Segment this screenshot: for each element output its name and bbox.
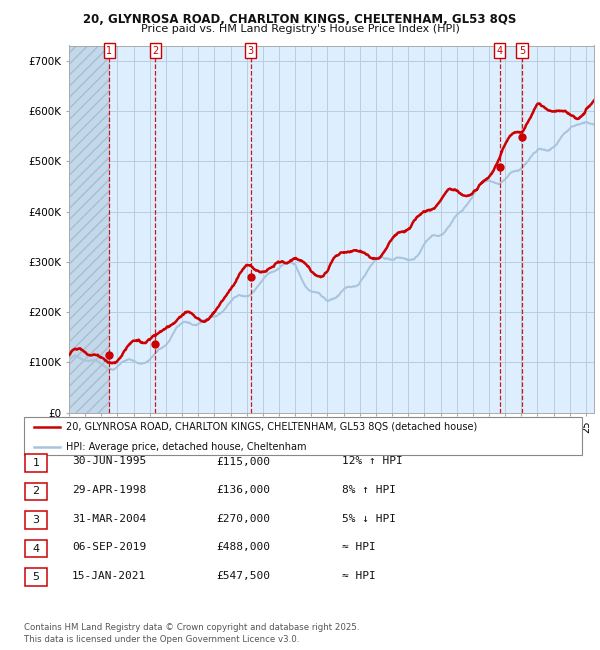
Text: 5: 5 <box>519 46 525 55</box>
Text: ≈ HPI: ≈ HPI <box>342 571 376 581</box>
Text: 2: 2 <box>152 46 158 55</box>
Text: £488,000: £488,000 <box>216 542 270 552</box>
Text: 1: 1 <box>32 458 40 468</box>
Text: Price paid vs. HM Land Registry's House Price Index (HPI): Price paid vs. HM Land Registry's House … <box>140 24 460 34</box>
FancyBboxPatch shape <box>25 568 47 586</box>
Text: 1: 1 <box>106 46 112 55</box>
FancyBboxPatch shape <box>24 417 582 455</box>
FancyBboxPatch shape <box>25 482 47 500</box>
Text: 5: 5 <box>32 572 40 582</box>
Text: 8% ↑ HPI: 8% ↑ HPI <box>342 485 396 495</box>
Text: 15-JAN-2021: 15-JAN-2021 <box>72 571 146 581</box>
Text: ≈ HPI: ≈ HPI <box>342 542 376 552</box>
Text: 06-SEP-2019: 06-SEP-2019 <box>72 542 146 552</box>
Text: 4: 4 <box>497 46 503 55</box>
Text: 4: 4 <box>32 543 40 554</box>
Bar <box>69 46 109 413</box>
Text: 5% ↓ HPI: 5% ↓ HPI <box>342 514 396 524</box>
Text: 31-MAR-2004: 31-MAR-2004 <box>72 514 146 524</box>
Text: HPI: Average price, detached house, Cheltenham: HPI: Average price, detached house, Chel… <box>66 442 307 452</box>
Text: 30-JUN-1995: 30-JUN-1995 <box>72 456 146 467</box>
FancyBboxPatch shape <box>25 511 47 529</box>
Text: 3: 3 <box>32 515 40 525</box>
Text: £270,000: £270,000 <box>216 514 270 524</box>
Text: 3: 3 <box>248 46 254 55</box>
Text: £115,000: £115,000 <box>216 456 270 467</box>
FancyBboxPatch shape <box>25 540 47 558</box>
Text: £547,500: £547,500 <box>216 571 270 581</box>
Text: 2: 2 <box>32 486 40 497</box>
FancyBboxPatch shape <box>25 454 47 472</box>
Text: £136,000: £136,000 <box>216 485 270 495</box>
Text: 12% ↑ HPI: 12% ↑ HPI <box>342 456 403 467</box>
Text: 29-APR-1998: 29-APR-1998 <box>72 485 146 495</box>
Text: 20, GLYNROSA ROAD, CHARLTON KINGS, CHELTENHAM, GL53 8QS: 20, GLYNROSA ROAD, CHARLTON KINGS, CHELT… <box>83 13 517 26</box>
Text: 20, GLYNROSA ROAD, CHARLTON KINGS, CHELTENHAM, GL53 8QS (detached house): 20, GLYNROSA ROAD, CHARLTON KINGS, CHELT… <box>66 422 477 432</box>
Bar <box>69 46 109 413</box>
Text: Contains HM Land Registry data © Crown copyright and database right 2025.
This d: Contains HM Land Registry data © Crown c… <box>24 623 359 644</box>
